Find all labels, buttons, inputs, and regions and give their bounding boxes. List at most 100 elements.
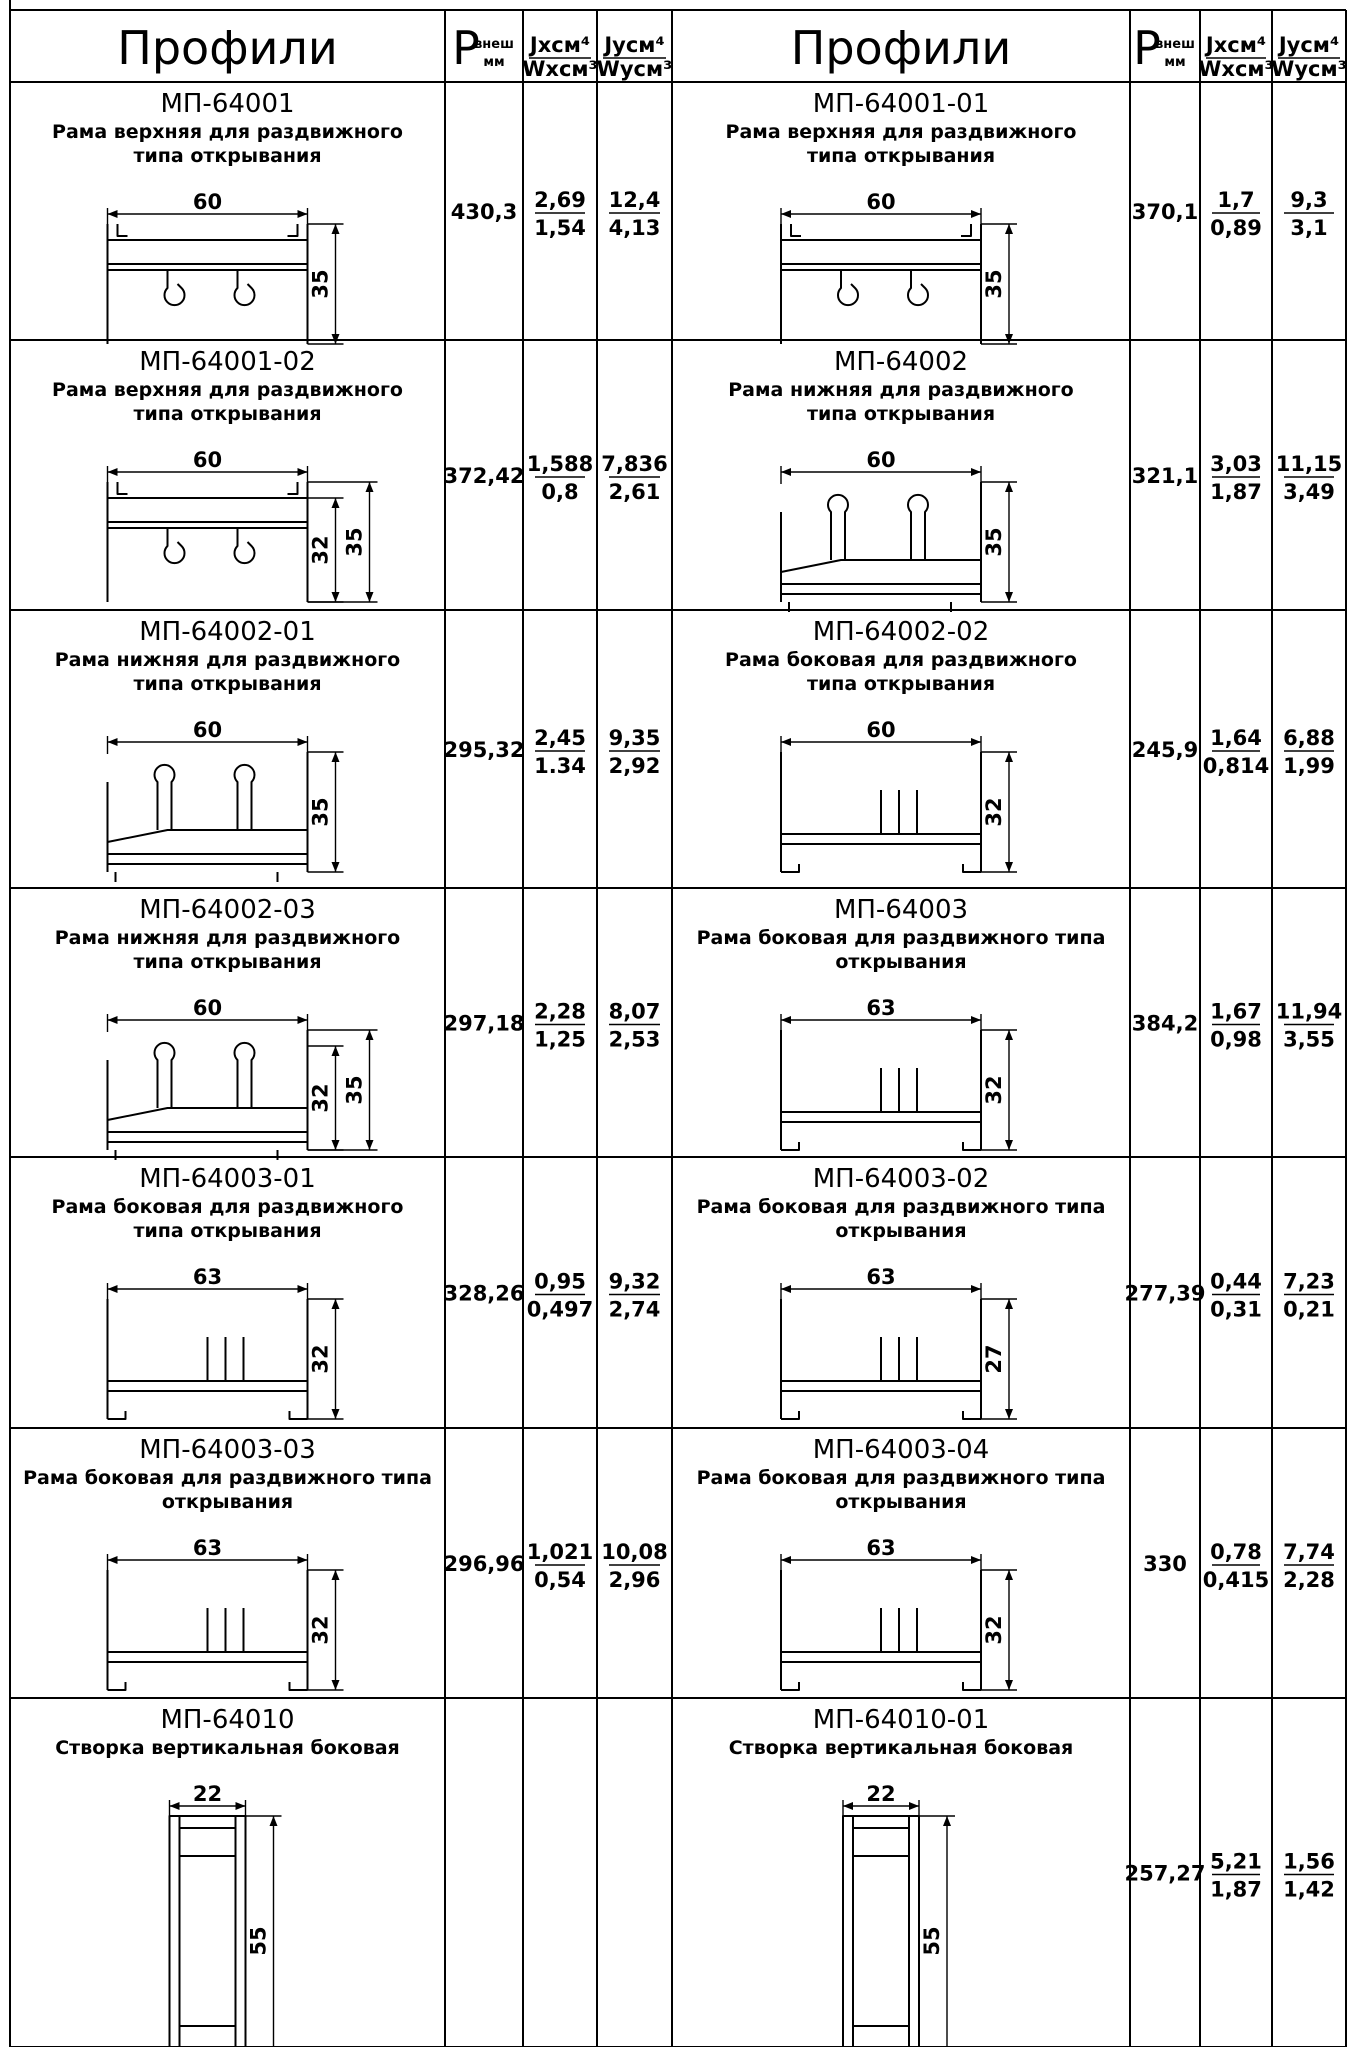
moment-jx-value: 1,64: [1210, 726, 1262, 750]
profile-description-line: Створка вертикальная боковая: [55, 1737, 400, 1759]
profile-outline: [880, 1337, 918, 1381]
profile-description-line: типа открывания: [133, 403, 321, 425]
header-wx: Wxсм³: [1198, 57, 1274, 81]
perimeter-value: 295,32: [443, 738, 524, 762]
header-profiles-title: Профили: [791, 21, 1011, 75]
perimeter-value: 430,3: [451, 200, 517, 224]
moment-jx-value: 0,78: [1210, 1540, 1262, 1564]
height-dimension-label: 55: [247, 1926, 271, 1955]
profile-outline: [780, 1030, 982, 1150]
modulus-wx-value: 0,415: [1203, 1568, 1269, 1592]
modulus-wx-value: 0,54: [534, 1568, 586, 1592]
moment-jx-value: 0,95: [534, 1270, 586, 1294]
header-jy: Jyсм⁴: [602, 33, 664, 57]
profile-description-line: типа открывания: [133, 673, 321, 695]
moment-jy-value: 9,32: [609, 1270, 661, 1294]
profile-outline: [880, 1608, 918, 1652]
header-perimeter-p: P: [452, 21, 480, 75]
moment-jy-value: 12,4: [609, 188, 661, 212]
profile-outline: [780, 559, 981, 595]
profile-outline: [168, 1815, 247, 2047]
header-perimeter-unit: мм: [1164, 55, 1185, 70]
profile-outline: [781, 1142, 981, 1151]
header-wy: Wyсм³: [1271, 57, 1347, 81]
height-dimension-label: 35: [982, 527, 1006, 556]
moment-jx-value: 1,67: [1210, 1000, 1262, 1024]
width-dimension-label: 60: [866, 718, 895, 742]
width-dimension-label: 60: [866, 190, 895, 214]
profile-code: МП-64002-03: [139, 895, 316, 925]
moment-jx-value: 2,28: [534, 1000, 586, 1024]
modulus-wy-value: 2,96: [609, 1568, 661, 1592]
profile-outline: [781, 1380, 981, 1392]
profile-outline: [780, 1299, 982, 1419]
profile-outline: [781, 1111, 981, 1123]
profile-code: МП-64003-01: [139, 1164, 316, 1194]
perimeter-value: 372,42: [443, 464, 524, 488]
height-dimension-label: 32: [309, 1615, 333, 1644]
modulus-wy-value: 3,1: [1290, 216, 1327, 240]
header-jx: Jxсм⁴: [528, 33, 590, 57]
width-dimension-label: 60: [193, 718, 222, 742]
moment-jy-value: 7,74: [1283, 1540, 1335, 1564]
profile-drawing: 63 32: [106, 1536, 344, 1691]
header-wy: Wyсм³: [597, 57, 673, 81]
profile-drawing: 22 55: [842, 1782, 955, 2047]
width-dimension-label: 22: [193, 1782, 222, 1806]
width-dimension-label: 22: [866, 1782, 895, 1806]
profile-hook: [233, 528, 256, 565]
width-dimension-label: 63: [193, 1536, 222, 1560]
modulus-wy-value: 1,99: [1283, 754, 1335, 778]
profile-code: МП-64003-03: [139, 1435, 316, 1465]
profile-description-line: Рама боковая для раздвижного: [725, 649, 1077, 671]
perimeter-value: 330: [1143, 1552, 1187, 1576]
perimeter-value: 277,39: [1124, 1282, 1205, 1306]
header-perimeter-sub: внеш: [474, 37, 514, 52]
modulus-wx-value: 0,497: [527, 1298, 593, 1322]
height-dimension-label: 35: [343, 527, 367, 556]
modulus-wy-value: 2,28: [1283, 1568, 1335, 1592]
height-dimension-label: 35: [309, 269, 333, 298]
perimeter-value: 257,27: [1124, 1862, 1205, 1886]
perimeter-value: 296,96: [443, 1552, 524, 1576]
profile-drawing: 60 32: [780, 718, 1017, 873]
profile-description-line: Рама верхняя для раздвижного: [52, 379, 403, 401]
profile-hook: [233, 270, 256, 307]
profile-code: МП-64003-02: [813, 1164, 990, 1194]
moment-jy-value: 1,56: [1283, 1850, 1335, 1874]
profile-description-line: Рама верхняя для раздвижного: [726, 121, 1077, 143]
profile-description-line: Створка вертикальная боковая: [729, 1737, 1074, 1759]
profile-description-line: Рама нижняя для раздвижного: [55, 927, 401, 949]
perimeter-value: 297,18: [443, 1012, 524, 1036]
height-dimension-label: 27: [982, 1344, 1006, 1373]
moment-jy-value: 8,07: [609, 1000, 661, 1024]
moment-jx-value: 2,45: [534, 726, 586, 750]
height-dimension-label: 32: [309, 1344, 333, 1373]
profile-code: МП-64010: [160, 1705, 294, 1735]
profile-description-line: Рама боковая для раздвижного: [52, 1196, 404, 1218]
profile-outline: [114, 872, 279, 882]
profile-code: МП-64001: [160, 89, 294, 119]
modulus-wx-value: 0,8: [541, 480, 578, 504]
profile-outline: [781, 833, 981, 845]
profile-description-line: Рама боковая для раздвижного типа: [697, 1196, 1106, 1218]
perimeter-value: 384,2: [1132, 1012, 1198, 1036]
profile-outline: [853, 1827, 909, 2027]
modulus-wy-value: 1,42: [1283, 1878, 1335, 1902]
header-perimeter-p: P: [1133, 21, 1161, 75]
perimeter-value: 370,1: [1132, 200, 1198, 224]
profile-outline: [107, 1651, 308, 1663]
profile-outline: [790, 224, 972, 237]
height-dimension-label: 35: [982, 269, 1006, 298]
dimension-arrowheads: [269, 1816, 278, 1826]
profile-drawing: 63 27: [780, 1265, 1017, 1420]
width-dimension-label: 60: [866, 448, 895, 472]
profile-description-line: типа открывания: [133, 951, 321, 973]
